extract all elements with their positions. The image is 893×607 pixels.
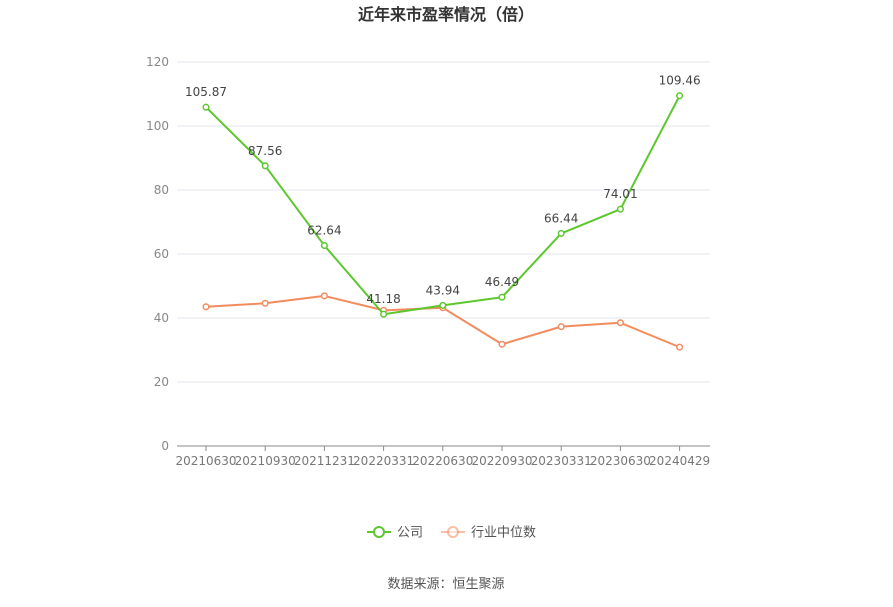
x-tick-label: 20210930 bbox=[235, 454, 296, 468]
y-tick-label: 0 bbox=[161, 439, 169, 453]
series-layer bbox=[202, 92, 684, 351]
y-tick-label: 40 bbox=[154, 311, 169, 325]
legend-marker bbox=[373, 526, 385, 538]
y-tick-label: 80 bbox=[154, 183, 169, 197]
data-point bbox=[202, 103, 210, 111]
data-label: 46.49 bbox=[485, 275, 519, 289]
data-label: 74.01 bbox=[603, 187, 637, 201]
axes: 0204060801001202021063020210930202112312… bbox=[146, 55, 710, 468]
legend-item-0: 公司 bbox=[367, 526, 423, 541]
x-tick-label: 20211231 bbox=[294, 454, 355, 468]
data-label: 41.18 bbox=[366, 292, 400, 306]
data-point bbox=[676, 343, 684, 351]
data-label: 62.64 bbox=[307, 224, 341, 238]
data-point bbox=[439, 301, 447, 309]
y-tick-label: 20 bbox=[154, 375, 169, 389]
y-tick-label: 100 bbox=[146, 119, 169, 133]
x-tick-label: 20220930 bbox=[471, 454, 532, 468]
data-point bbox=[557, 229, 565, 237]
y-tick-label: 60 bbox=[154, 247, 169, 261]
data-label: 66.44 bbox=[544, 211, 578, 225]
data-label: 105.87 bbox=[185, 85, 227, 99]
data-point bbox=[261, 162, 269, 170]
x-tick-label: 20230331 bbox=[531, 454, 592, 468]
data-point bbox=[616, 319, 624, 327]
series-line-0 bbox=[205, 95, 681, 316]
y-tick-label: 120 bbox=[146, 55, 169, 69]
x-tick-label: 20210630 bbox=[175, 454, 236, 468]
data-point bbox=[676, 92, 684, 100]
legend: 公司 行业中位数 bbox=[367, 526, 536, 541]
legend-label: 行业中位数 bbox=[471, 526, 536, 541]
data-point bbox=[498, 293, 506, 301]
legend-item-1: 行业中位数 bbox=[441, 526, 536, 541]
data-point bbox=[261, 299, 269, 307]
data-label: 43.94 bbox=[426, 283, 460, 297]
data-point bbox=[320, 292, 328, 300]
data-point bbox=[557, 323, 565, 331]
x-tick-label: 20230630 bbox=[590, 454, 651, 468]
data-point bbox=[320, 242, 328, 250]
chart-title: 近年来市盈率情况（倍） bbox=[358, 5, 534, 24]
x-tick-label: 20240429 bbox=[649, 454, 710, 468]
legend-label: 公司 bbox=[397, 526, 423, 541]
data-labels: 105.87 87.56 62.64 41.18 43.94 46.49 66.44 74.0… bbox=[185, 74, 701, 306]
data-point bbox=[202, 303, 210, 311]
data-point bbox=[498, 340, 506, 348]
data-source-note: 数据来源：恒生聚源 bbox=[387, 577, 504, 592]
data-point bbox=[380, 310, 388, 318]
grid-lines bbox=[177, 61, 710, 383]
data-label: 109.46 bbox=[659, 74, 701, 88]
x-tick-label: 20220630 bbox=[412, 454, 473, 468]
data-point bbox=[616, 205, 624, 213]
x-tick-label: 20220331 bbox=[353, 454, 414, 468]
legend-marker bbox=[447, 526, 459, 538]
data-label: 87.56 bbox=[248, 144, 282, 158]
